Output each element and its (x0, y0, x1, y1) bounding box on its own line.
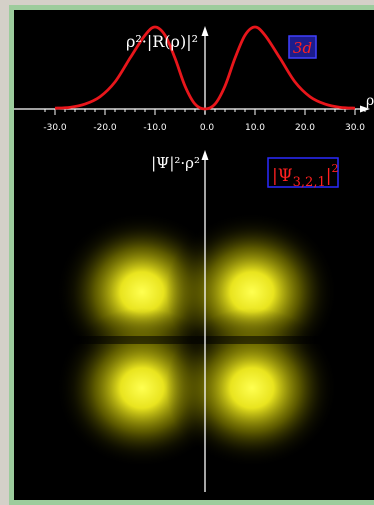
orbital-density-lobes (14, 212, 374, 468)
lobe-lower-right (166, 308, 338, 468)
nodal-plane-horizontal (14, 336, 374, 344)
density-tag: |Ψ3,2,1|2 (272, 162, 338, 190)
x-tick-label: 30.0 (345, 123, 365, 133)
top-x-ticks: -30.0 -20.0 -10.0 0.0 10.0 20.0 30.0 (43, 109, 366, 133)
density-tag-subscript: 3,2,1 (293, 175, 326, 190)
x-tick-label: 20.0 (295, 123, 315, 133)
density-tag-symbol: Ψ (278, 166, 293, 186)
density-y-label: |Ψ|²·ρ² (151, 154, 200, 172)
x-tick-label: -30.0 (43, 123, 67, 133)
x-tick-label: -10.0 (143, 123, 167, 133)
density-y-axis-arrow (201, 150, 209, 160)
top-x-axis-label: ρ (366, 93, 374, 109)
top-y-axis-arrow (201, 26, 209, 36)
plot-svg: |Ψ|²·ρ² |Ψ3,2,1|2 -30.0 -20.0 -10.0 0.0 10.0… (14, 25, 374, 492)
plot-canvas: |Ψ|²·ρ² |Ψ3,2,1|2 -30.0 -20.0 -10.0 0.0 10.0… (14, 10, 374, 500)
top-y-label: ρ²·|R(ρ)|² (126, 32, 198, 51)
radial-probability-curve (54, 25, 356, 111)
x-tick-label: 0.0 (200, 123, 215, 133)
orbital-tag: 3d (293, 39, 312, 57)
orbital-tag-box (288, 35, 317, 59)
x-tick-label: 10.0 (245, 123, 265, 133)
density-tag-power: 2 (331, 162, 338, 175)
x-tick-label: -20.0 (93, 123, 117, 133)
density-tag-box (267, 157, 339, 188)
